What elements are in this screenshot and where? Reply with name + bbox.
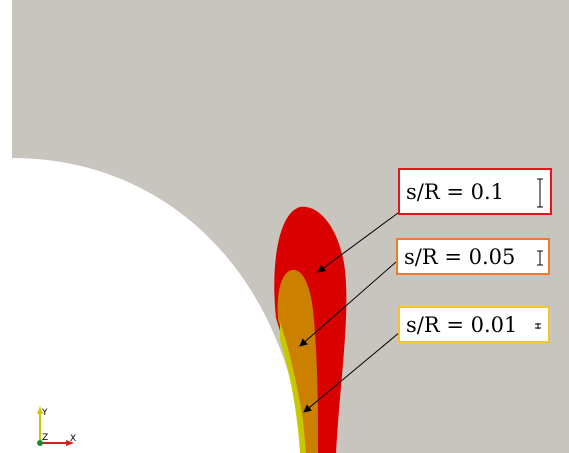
triad-x-label: X — [70, 434, 76, 444]
orientation-triad: Y Z X — [37, 406, 76, 446]
scale-marker-large — [537, 178, 543, 208]
label-s-r-0-05: s/R = 0.05 — [396, 238, 550, 275]
hole-region — [0, 158, 304, 453]
triad-z-label: Z — [42, 433, 48, 443]
triad-y-label: Y — [41, 408, 48, 418]
label-s-r-0-01-text: s/R = 0.01 — [406, 312, 518, 337]
scale-marker-small — [535, 323, 541, 329]
label-s-r-0-1: s/R = 0.1 — [398, 168, 552, 215]
zone-s-r-0-01 — [280, 322, 306, 453]
label-s-r-0-1-text: s/R = 0.1 — [406, 179, 505, 204]
triad-origin — [37, 440, 43, 446]
scale-marker-medium — [537, 250, 543, 266]
arrow-s-r-0-05 — [299, 261, 397, 347]
arrow-s-r-0-1 — [317, 212, 399, 273]
label-s-r-0-01: s/R = 0.01 — [398, 306, 550, 343]
label-s-r-0-05-text: s/R = 0.05 — [404, 244, 516, 269]
arrow-s-r-0-01 — [303, 331, 401, 413]
